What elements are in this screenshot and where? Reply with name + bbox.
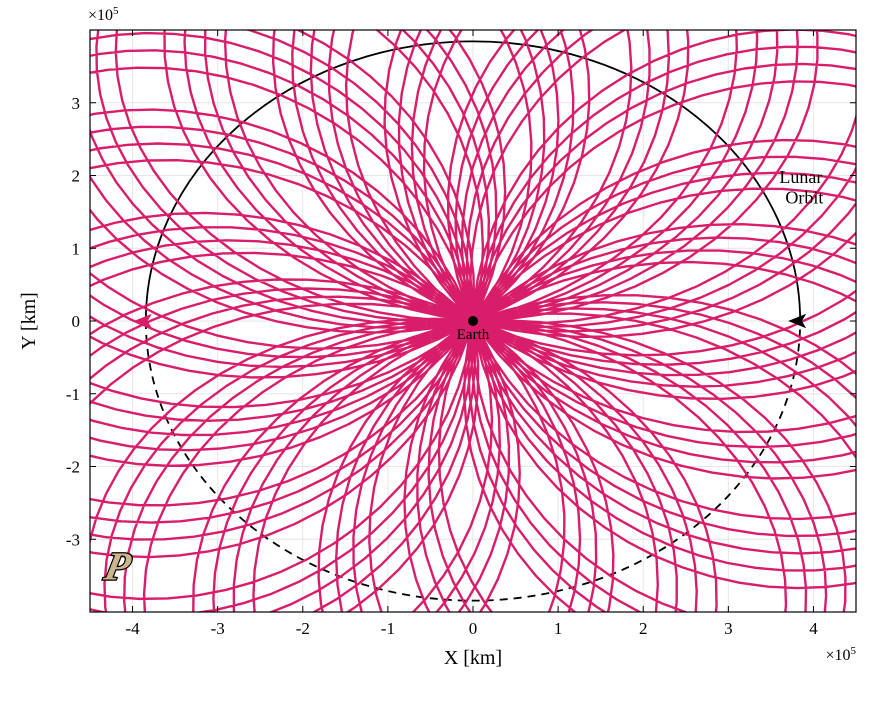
y-tick-label: 0 bbox=[72, 312, 81, 331]
chart-svg: EarthLunarOrbitP-4-3-2-101234-3-2-10123X… bbox=[0, 0, 886, 702]
x-tick-label: 4 bbox=[809, 619, 818, 638]
earth-dot bbox=[468, 316, 478, 326]
y-tick-label: -2 bbox=[66, 458, 80, 477]
y-axis-label: Y [km] bbox=[18, 292, 40, 350]
y-tick-label: 3 bbox=[72, 94, 81, 113]
x-tick-label: 1 bbox=[554, 619, 563, 638]
x-tick-label: 0 bbox=[469, 619, 478, 638]
x-tick-label: -3 bbox=[211, 619, 225, 638]
x-tick-label: -4 bbox=[125, 619, 140, 638]
y-tick-label: -1 bbox=[66, 385, 80, 404]
orbit-chart: EarthLunarOrbitP-4-3-2-101234-3-2-10123X… bbox=[0, 0, 886, 702]
x-tick-label: 2 bbox=[639, 619, 648, 638]
y-tick-label: 1 bbox=[72, 239, 81, 258]
x-tick-label: -1 bbox=[381, 619, 395, 638]
earth-label: Earth bbox=[457, 327, 490, 343]
x-tick-label: -2 bbox=[296, 619, 310, 638]
x-axis-label: X [km] bbox=[444, 647, 502, 669]
y-tick-label: -3 bbox=[66, 530, 80, 549]
lunar-orbit-label: LunarOrbit bbox=[779, 167, 823, 208]
x-tick-label: 3 bbox=[724, 619, 733, 638]
y-tick-label: 2 bbox=[72, 167, 81, 186]
